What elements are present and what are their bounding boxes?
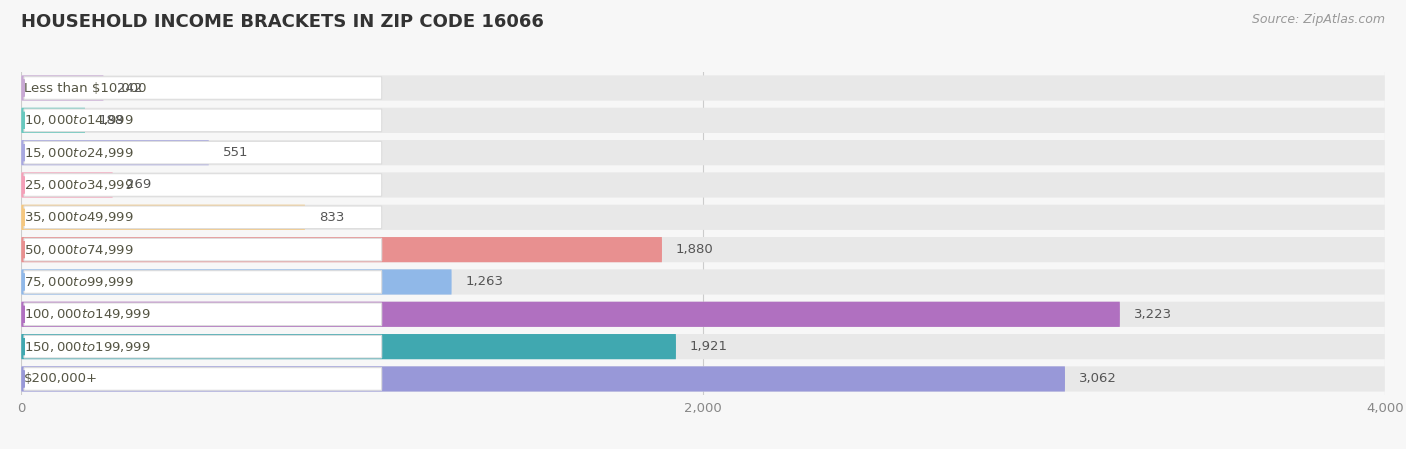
FancyBboxPatch shape: [21, 172, 112, 198]
FancyBboxPatch shape: [21, 334, 1385, 359]
FancyBboxPatch shape: [24, 271, 381, 293]
Text: $15,000 to $24,999: $15,000 to $24,999: [24, 145, 134, 160]
FancyBboxPatch shape: [24, 206, 381, 229]
FancyBboxPatch shape: [21, 140, 1385, 165]
FancyBboxPatch shape: [24, 238, 381, 261]
FancyBboxPatch shape: [21, 302, 1119, 327]
FancyBboxPatch shape: [21, 172, 1385, 198]
Text: $25,000 to $34,999: $25,000 to $34,999: [24, 178, 134, 192]
FancyBboxPatch shape: [24, 174, 381, 196]
FancyBboxPatch shape: [24, 303, 381, 326]
Text: 833: 833: [319, 211, 344, 224]
Text: HOUSEHOLD INCOME BRACKETS IN ZIP CODE 16066: HOUSEHOLD INCOME BRACKETS IN ZIP CODE 16…: [21, 13, 544, 31]
FancyBboxPatch shape: [21, 237, 1385, 262]
FancyBboxPatch shape: [24, 77, 381, 99]
Text: 1,880: 1,880: [676, 243, 713, 256]
Text: $100,000 to $149,999: $100,000 to $149,999: [24, 307, 150, 321]
Text: 269: 269: [127, 179, 152, 191]
Text: 1,263: 1,263: [465, 276, 503, 288]
Text: 1,921: 1,921: [690, 340, 728, 353]
FancyBboxPatch shape: [21, 140, 209, 165]
FancyBboxPatch shape: [24, 368, 381, 390]
FancyBboxPatch shape: [21, 269, 1385, 295]
Text: Source: ZipAtlas.com: Source: ZipAtlas.com: [1251, 13, 1385, 26]
Text: $10,000 to $14,999: $10,000 to $14,999: [24, 113, 134, 128]
Text: $200,000+: $200,000+: [24, 373, 98, 385]
FancyBboxPatch shape: [21, 108, 1385, 133]
FancyBboxPatch shape: [24, 335, 381, 358]
FancyBboxPatch shape: [21, 108, 86, 133]
Text: Less than $10,000: Less than $10,000: [24, 82, 146, 94]
FancyBboxPatch shape: [21, 334, 676, 359]
Text: 3,062: 3,062: [1078, 373, 1116, 385]
Text: 3,223: 3,223: [1133, 308, 1171, 321]
Text: 551: 551: [222, 146, 247, 159]
Text: $35,000 to $49,999: $35,000 to $49,999: [24, 210, 134, 224]
FancyBboxPatch shape: [21, 366, 1385, 392]
Text: $50,000 to $74,999: $50,000 to $74,999: [24, 242, 134, 257]
FancyBboxPatch shape: [21, 302, 1385, 327]
FancyBboxPatch shape: [21, 269, 451, 295]
FancyBboxPatch shape: [21, 75, 104, 101]
Text: $75,000 to $99,999: $75,000 to $99,999: [24, 275, 134, 289]
Text: $150,000 to $199,999: $150,000 to $199,999: [24, 339, 150, 354]
FancyBboxPatch shape: [24, 109, 381, 132]
FancyBboxPatch shape: [21, 205, 1385, 230]
FancyBboxPatch shape: [21, 237, 662, 262]
FancyBboxPatch shape: [21, 75, 1385, 101]
FancyBboxPatch shape: [21, 366, 1064, 392]
Text: 188: 188: [98, 114, 124, 127]
FancyBboxPatch shape: [21, 205, 305, 230]
Text: 242: 242: [117, 82, 142, 94]
FancyBboxPatch shape: [24, 141, 381, 164]
